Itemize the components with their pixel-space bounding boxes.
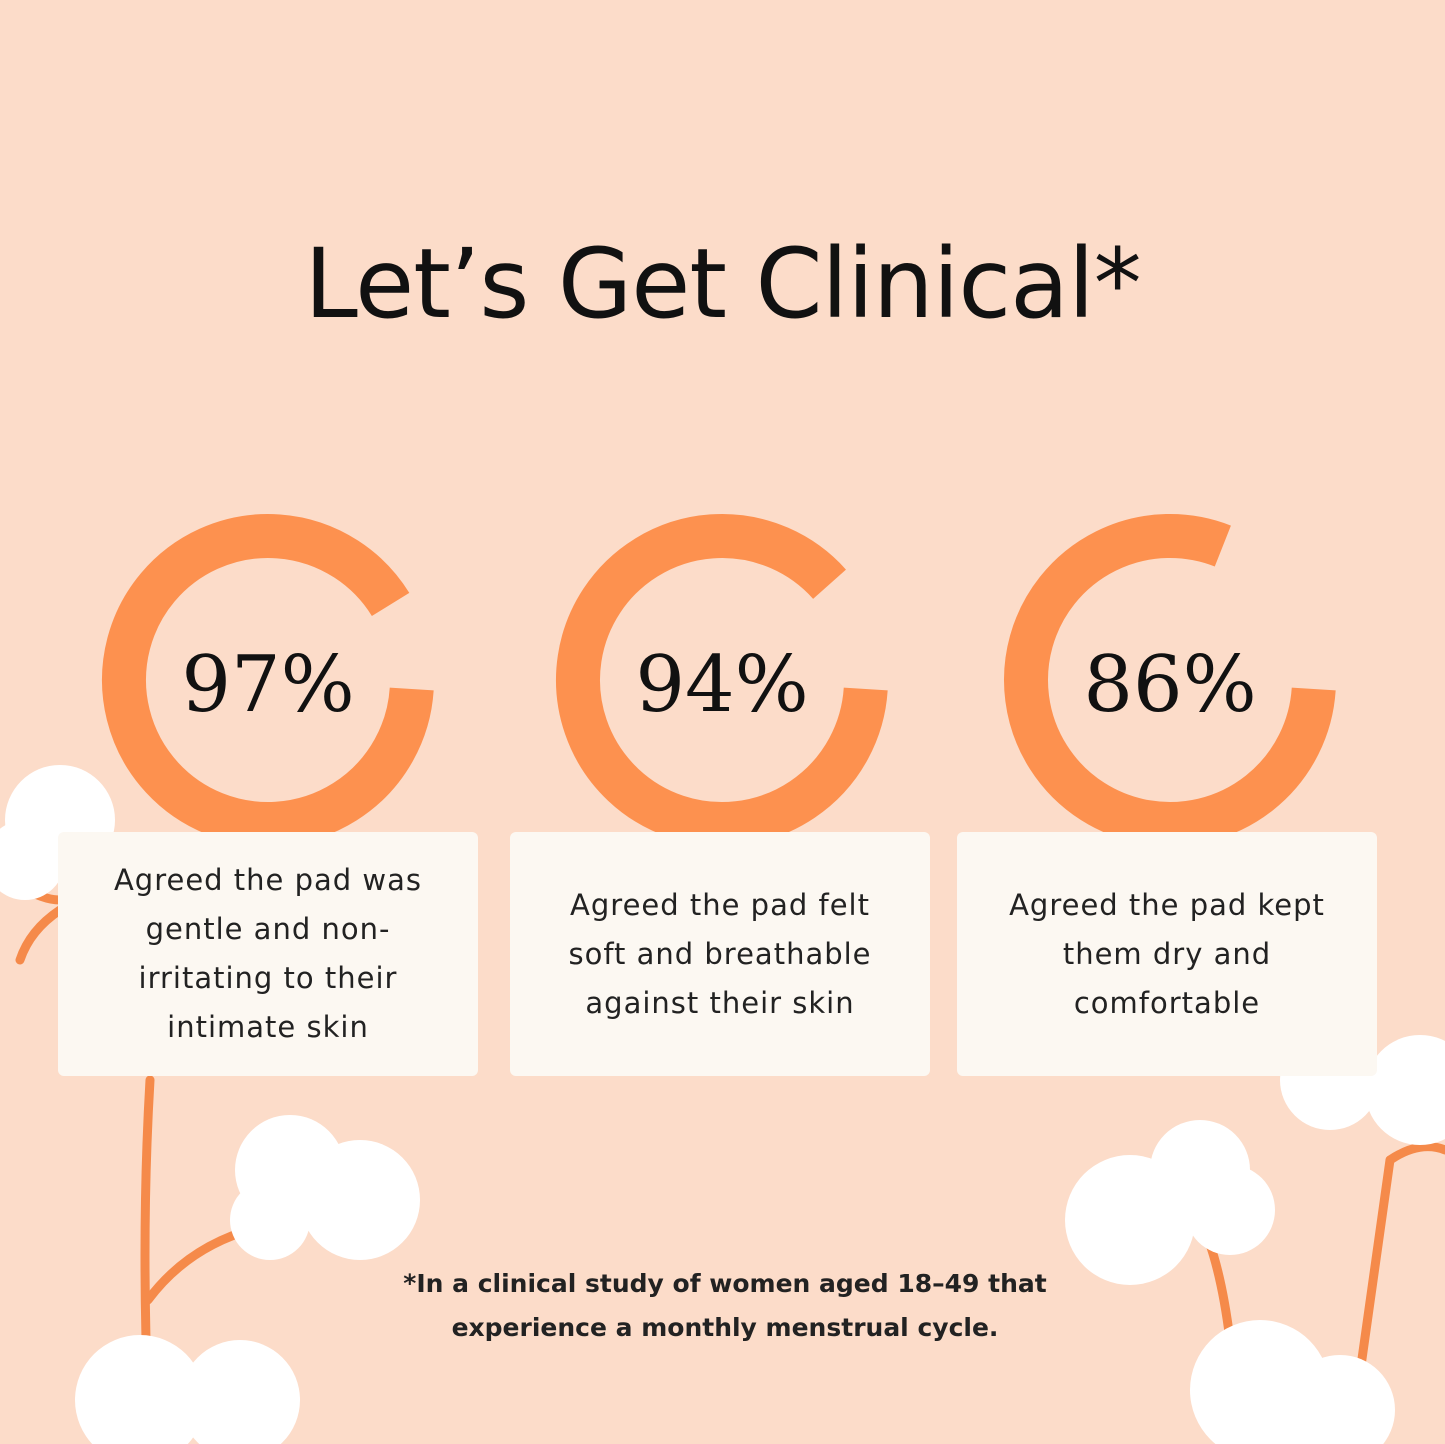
page-title: Let’s Get Clinical*: [304, 228, 1141, 340]
progress-ring: [1004, 514, 1336, 846]
stat-ring-97: 97%: [98, 510, 438, 850]
stat-value: 86%: [1083, 640, 1257, 730]
progress-arc: [102, 514, 434, 846]
stat-card: Agreed the pad was gentle and non-irrita…: [58, 832, 478, 1076]
progress-ring: [556, 514, 888, 846]
stat-value: 94%: [635, 640, 809, 730]
footnote: *In a clinical study of women aged 18–49…: [403, 1269, 1047, 1342]
stat-value: 97%: [181, 640, 355, 730]
progress-arc: [556, 514, 888, 846]
stat-card: Agreed the pad kept them dry and comfort…: [957, 832, 1377, 1076]
stat-description: Agreed the pad kept them dry and comfort…: [1009, 887, 1325, 1020]
stat-card: Agreed the pad felt soft and breathable …: [510, 832, 930, 1076]
progress-arc: [1004, 514, 1336, 846]
stat-ring-94: 94%: [552, 510, 892, 850]
stat-description: Agreed the pad felt soft and breathable …: [568, 887, 872, 1020]
stat-ring-86: 86%: [1000, 510, 1340, 850]
stat-description: Agreed the pad was gentle and non-irrita…: [113, 863, 423, 1044]
progress-ring: [102, 514, 434, 846]
